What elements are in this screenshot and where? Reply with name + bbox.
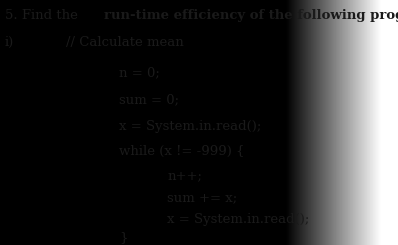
Text: }: } xyxy=(119,232,128,245)
Text: run-time efficiency of the following program segments: run-time efficiency of the following pro… xyxy=(104,9,398,22)
Text: i): i) xyxy=(5,36,14,49)
Text: // Calculate mean: // Calculate mean xyxy=(66,36,183,49)
Text: x = System.in.read();: x = System.in.read(); xyxy=(119,120,262,133)
Text: sum += x;: sum += x; xyxy=(167,191,238,204)
Text: n = 0;: n = 0; xyxy=(119,66,160,79)
Text: n++;: n++; xyxy=(167,169,202,182)
Text: 5. Find the: 5. Find the xyxy=(5,9,82,22)
Text: while (x != -999) {: while (x != -999) { xyxy=(119,145,245,158)
Text: x = System.in.read();: x = System.in.read(); xyxy=(167,213,310,226)
Text: sum = 0;: sum = 0; xyxy=(119,93,179,106)
